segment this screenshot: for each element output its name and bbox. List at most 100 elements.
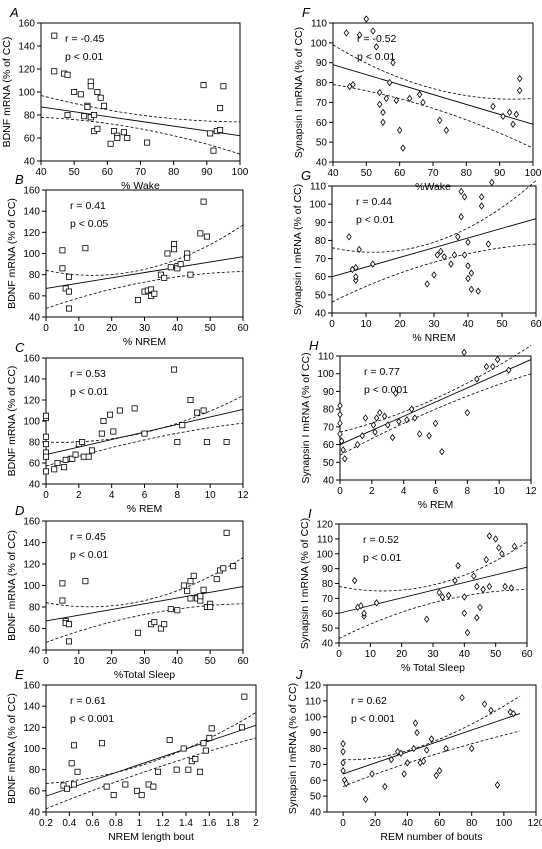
data-point	[465, 238, 471, 246]
data-point	[94, 125, 101, 132]
x-tick-label: 60	[237, 323, 249, 334]
data-point	[363, 15, 370, 23]
y-tick-label: 160	[23, 186, 40, 197]
x-axis-label: %Total Sleep	[114, 669, 175, 681]
data-point	[64, 112, 71, 119]
data-point	[356, 31, 363, 39]
data-point	[54, 459, 61, 466]
data-point	[230, 563, 237, 570]
x-tick-label: 0	[329, 319, 335, 330]
x-tick-label: 6	[142, 490, 148, 501]
panel-c: 0 2 4 6 8 10 12 40 60 80 100 120 140 160 % REM BDNF mRN…	[6, 340, 249, 515]
p-value-label: p < 0.01	[356, 214, 394, 226]
x-tick-label: 10	[73, 323, 85, 334]
x-axis-label: % NREM	[412, 332, 455, 344]
y-tick-label: 40	[315, 309, 327, 320]
data-point	[98, 430, 105, 437]
data-point	[499, 550, 505, 558]
y-tick-label: 40	[24, 157, 36, 168]
data-point	[88, 447, 95, 454]
x-tick-label: 0	[340, 818, 346, 829]
x-tick-label: 20	[106, 323, 118, 334]
y-tick-label: 80	[310, 744, 322, 755]
r-value-label: r = 0.45	[70, 531, 106, 543]
data-point	[151, 619, 158, 626]
y-tick-label: 160	[18, 19, 35, 30]
panel-f: 40 50 60 70 80 90 100 40 50 60 70 80 90 100 110 %Wake Sy…	[293, 5, 542, 193]
x-tick-label: 4	[401, 486, 407, 497]
data-point	[100, 417, 107, 424]
data-point	[340, 446, 346, 454]
regression-line	[45, 724, 257, 797]
p-value-label: p < 0.01	[70, 549, 108, 561]
data-point	[340, 767, 346, 775]
y-tick-label: 60	[316, 118, 328, 129]
data-point	[480, 585, 486, 594]
data-point	[396, 126, 403, 134]
y-tick-label: 70	[322, 594, 334, 605]
x-tick-label: 0.2	[39, 818, 53, 829]
data-point	[486, 532, 493, 540]
data-point	[436, 588, 442, 597]
y-tick-label: 100	[23, 249, 40, 260]
regression-line	[338, 566, 528, 614]
data-point	[490, 362, 496, 371]
data-point	[386, 78, 393, 87]
data-point	[64, 785, 71, 792]
panel-h: 0 2 4 6 8 10 12 40 50 60 70 80 90 100 110 % REM Synapsin…	[300, 338, 537, 511]
confidence-band-lower	[339, 373, 532, 456]
x-tick-label: 20	[396, 649, 408, 660]
x-axis-label: % REM	[418, 499, 454, 511]
data-point	[370, 27, 376, 35]
data-point	[107, 411, 114, 418]
regression-line	[342, 713, 521, 775]
data-point	[455, 561, 461, 570]
panel-b: 0 10 20 30 40 50 60 40 60 80 100 120 140 160 % NREM BDN…	[6, 172, 249, 348]
data-point	[194, 409, 201, 416]
x-tick-label: 30	[139, 323, 151, 334]
y-axis-label: BDNF mRNA (% of CC)	[6, 198, 18, 309]
x-tick-label: 0	[337, 486, 343, 497]
data-point	[59, 247, 66, 254]
data-point	[82, 245, 89, 252]
data-point	[122, 781, 129, 788]
data-point	[99, 740, 106, 747]
y-tick-label: 120	[304, 681, 321, 692]
data-point	[445, 591, 452, 600]
panel-a: 40 50 60 70 80 90 100 40 60 80 100 120 140 160 % Wake B…	[1, 5, 249, 192]
data-point	[59, 580, 66, 587]
y-tick-label: 50	[310, 792, 322, 803]
y-axis-label: BDNF mRNA (% of CC)	[6, 366, 18, 477]
y-tick-label: 70	[316, 98, 328, 109]
confidence-band-lower	[332, 84, 534, 149]
x-tick-label: 20	[394, 319, 406, 330]
x-tick-label: 40	[172, 323, 184, 334]
data-point	[79, 438, 86, 445]
data-point	[134, 297, 141, 304]
y-tick-label: 100	[23, 581, 40, 592]
y-tick-label: 160	[23, 354, 40, 365]
data-point	[207, 130, 214, 137]
x-tick-label: 0	[43, 490, 49, 501]
confidence-band-upper	[45, 557, 244, 608]
data-point	[411, 744, 417, 753]
data-point	[134, 629, 141, 636]
y-tick-label: 40	[29, 480, 41, 491]
x-tick-label: 30	[139, 656, 151, 667]
y-tick-label: 110	[311, 19, 327, 30]
data-point	[59, 597, 66, 604]
data-point	[382, 782, 388, 791]
data-point	[171, 366, 178, 373]
y-tick-label: 40	[316, 158, 328, 169]
data-point	[412, 719, 419, 727]
data-point	[458, 187, 464, 196]
data-point	[203, 233, 210, 240]
data-point	[114, 134, 121, 141]
data-point	[474, 375, 480, 383]
data-point	[61, 464, 68, 471]
data-point	[478, 202, 485, 210]
data-point	[343, 29, 350, 37]
data-point	[69, 455, 76, 462]
y-tick-label: 100	[304, 712, 321, 723]
y-tick-label: 80	[315, 236, 327, 247]
